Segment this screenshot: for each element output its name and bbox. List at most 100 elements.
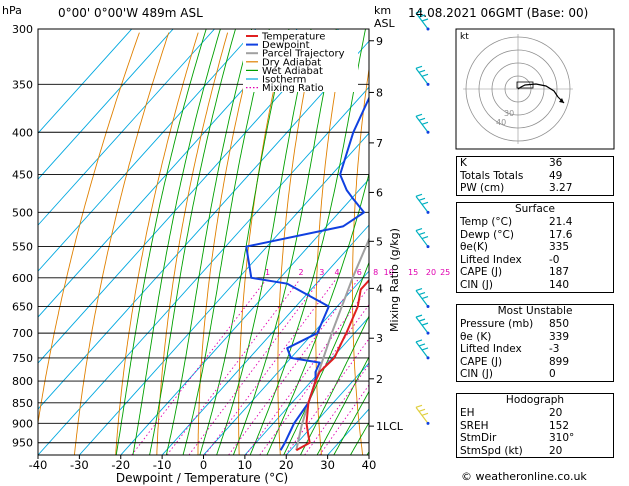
altitude-tick-label: 7 <box>376 137 383 150</box>
x-tick-label: -20 <box>111 458 130 472</box>
mixing-ratio-label: 6 <box>357 268 362 277</box>
wind-barb-base <box>426 130 430 134</box>
altitude-tick-label: 4 <box>376 282 383 295</box>
altitude-tick-label: 9 <box>376 35 383 48</box>
mixing-ratio-label: 4 <box>335 268 340 277</box>
wind-barb-flag <box>421 121 429 125</box>
wind-barb-base <box>426 245 430 249</box>
indices-table: K 36 Totals Totals 49 PW (cm) 3.27 <box>456 156 614 196</box>
wind-barb-flag <box>418 69 426 73</box>
isotherm-line <box>38 29 133 134</box>
stat-row: CIN (J) 0 <box>460 368 556 381</box>
legend-entry: Parcel Trajectory <box>262 49 345 60</box>
wet-adiabat-line <box>333 390 369 455</box>
hpa-unit-label: hPa <box>2 4 22 17</box>
altitude-tick-label: 5 <box>376 235 383 248</box>
location-label: 0°00' 0°00'W 489m ASL <box>58 6 203 20</box>
wind-barb-flag <box>418 343 426 347</box>
datetime-label: 14.08.2021 06GMT (Base: 00) <box>408 6 589 20</box>
pressure-tick-label: 400 <box>12 126 33 139</box>
altitude-tick-label: 6 <box>376 186 383 199</box>
isotherm-line <box>244 316 369 455</box>
wind-barb-flag <box>421 295 429 300</box>
isotherm-line <box>38 29 339 364</box>
mixing-ratio-line <box>319 384 369 455</box>
hodograph-unit-label: kt <box>460 32 469 42</box>
dry-adiabat-line <box>277 32 317 455</box>
wind-barb-flag <box>415 65 423 69</box>
pressure-tick-label: 600 <box>12 272 33 285</box>
asl-unit-label: ASL <box>374 17 395 30</box>
isotherm-line <box>120 178 369 455</box>
x-tick-label: -40 <box>29 458 48 472</box>
isotherm-line <box>38 29 215 226</box>
dry-adiabat-line <box>38 32 140 426</box>
x-tick-label: 0 <box>200 458 207 472</box>
wind-barb-flag <box>418 117 426 121</box>
stat-row: Dewp (°C) 17.6 <box>460 228 573 241</box>
pressure-tick-label: 950 <box>12 437 33 450</box>
hodograph-title: Hodograph <box>505 394 565 406</box>
pressure-tick-label: 750 <box>12 352 33 365</box>
dry-adiabat-line <box>115 32 199 455</box>
wind-barb-flag <box>421 347 429 351</box>
stat-row: StmSpd (kt) 20 <box>460 444 563 457</box>
x-tick-label: -30 <box>70 458 89 472</box>
most-unstable-table: Most Unstable Pressure (mb) 850 θe (K) 339… <box>456 304 614 382</box>
wind-barb-base <box>426 305 430 309</box>
parcel-trajectory-line <box>295 236 369 451</box>
isotherm-line <box>38 40 369 410</box>
altitude-tick-label: 1LCL <box>376 420 404 433</box>
km-unit-label: km <box>374 4 392 17</box>
mixing-ratio-label: 25 <box>440 268 450 277</box>
wind-barb-flag <box>415 227 423 232</box>
wind-barb-flag <box>418 291 426 296</box>
temperature-line <box>295 278 369 452</box>
pressure-tick-label: 300 <box>12 23 33 36</box>
legend-entry: Isotherm <box>262 75 306 86</box>
legend-entry: Temperature <box>261 32 325 43</box>
isotherm-line <box>203 270 369 455</box>
stat-row: PW (cm) 3.27 <box>460 182 573 195</box>
pressure-tick-label: 900 <box>12 417 33 430</box>
wind-barb-flag <box>421 322 429 326</box>
stat-row: EH 20 <box>460 407 563 419</box>
mixing-ratio-axis-label: Mixing Ratio (g/kg) <box>388 228 401 332</box>
pressure-tick-label: 650 <box>12 301 33 314</box>
mixing-ratio-label: 3 <box>319 268 324 277</box>
mixing-ratio-line <box>166 279 301 455</box>
dry-adiabat-line <box>156 32 229 455</box>
wind-barb-flag <box>421 73 429 77</box>
stat-row: Temp (°C) 21.4 <box>460 216 573 228</box>
mixing-ratio-label: 2 <box>299 268 304 277</box>
mixing-ratio-line <box>188 279 321 455</box>
mixing-ratio-line <box>285 337 369 455</box>
stat-row: Lifted Index -0 <box>460 253 560 266</box>
mixing-ratio-line <box>304 363 369 455</box>
wind-barb-flag <box>421 412 429 416</box>
x-tick-label: 30 <box>320 458 335 472</box>
mixing-ratio-line <box>259 303 369 455</box>
stat-row: K 36 <box>460 157 563 169</box>
stat-row: CIN (J) 140 <box>460 278 570 291</box>
mixing-ratio-label: 15 <box>408 268 418 277</box>
wind-barb-flag <box>418 318 426 322</box>
wind-barb-flag <box>415 314 423 318</box>
pressure-tick-label: 850 <box>12 397 33 410</box>
pressure-tick-label: 350 <box>12 78 33 91</box>
stat-row: Pressure (mb) 850 <box>460 318 570 330</box>
most-unstable-title: Most Unstable <box>497 305 573 317</box>
wind-barb-base <box>426 82 430 86</box>
wet-adiabat-line <box>316 355 369 455</box>
surface-table: Surface Temp (°C) 21.4 Dewp (°C) 17.6 θe(K… <box>456 202 614 293</box>
wind-barb-flag <box>415 339 423 343</box>
isotherm-line <box>161 224 369 455</box>
pressure-tick-label: 800 <box>12 375 33 388</box>
altitude-tick-label: 8 <box>376 86 383 99</box>
x-tick-label: -10 <box>153 458 172 472</box>
x-tick-label: 20 <box>279 458 294 472</box>
isotherm-line <box>38 29 257 272</box>
wind-barb-flag <box>421 201 429 205</box>
wind-barb-base <box>426 210 430 214</box>
